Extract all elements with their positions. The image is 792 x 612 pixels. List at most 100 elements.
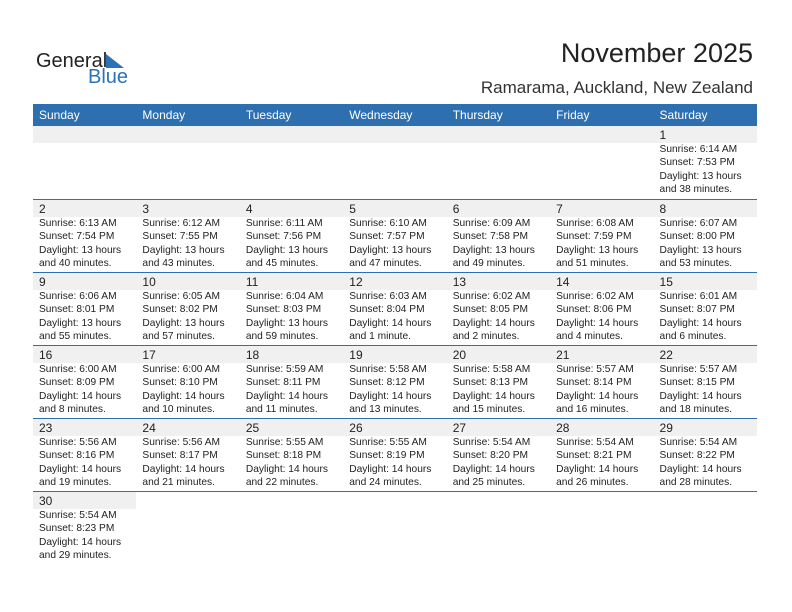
day-set: Sunset: 8:05 PM (452, 304, 529, 316)
day-rise: Sunrise: 5:57 AM (556, 364, 634, 375)
day-number: 24 (136, 419, 240, 436)
day-cell: 26 Sunrise: 5:55 AM Sunset: 8:19 PM Dayligh… (343, 419, 447, 491)
day-number: 8 (653, 200, 757, 217)
weekday-tuesday: Tuesday (245, 108, 292, 122)
day-number (239, 126, 344, 143)
day-dl1: Daylight: 14 hours (245, 390, 328, 402)
day-rise: Sunrise: 5:55 AM (349, 437, 427, 448)
day-dl2: and 15 minutes. (452, 404, 526, 416)
day-set: Sunset: 7:58 PM (452, 231, 529, 243)
day-dl1: Daylight: 14 hours (39, 463, 122, 475)
day-number: 3 (136, 200, 240, 217)
day-cell: 18 Sunrise: 5:59 AM Sunset: 8:11 PM Dayligh… (239, 346, 344, 418)
day-number (550, 492, 653, 509)
day-number: 11 (239, 273, 344, 290)
empty-cell (447, 492, 550, 564)
day-cell: 19 Sunrise: 5:58 AM Sunset: 8:12 PM Dayligh… (343, 346, 447, 418)
day-number: 5 (343, 200, 447, 217)
day-dl2: and 6 minutes. (659, 331, 727, 343)
day-number: 1 (653, 126, 757, 143)
day-number: 4 (239, 200, 344, 217)
day-set: Sunset: 8:19 PM (349, 450, 425, 462)
empty-cell (240, 492, 343, 564)
day-dl2: and 19 minutes. (39, 477, 112, 489)
day-dl1: Daylight: 14 hours (349, 463, 432, 475)
day-cell: 11 Sunrise: 6:04 AM Sunset: 8:03 PM Dayligh… (239, 273, 344, 345)
day-set: Sunset: 8:17 PM (142, 450, 218, 462)
day-set: Sunset: 8:02 PM (142, 304, 218, 316)
day-set: Sunset: 8:09 PM (39, 377, 115, 389)
calendar-grid: Sunday Monday Tuesday Wednesday Thursday Frid… (33, 104, 757, 564)
logo-text-general: General (36, 50, 108, 72)
day-number: 14 (550, 273, 654, 290)
day-dl2: and 16 minutes. (556, 404, 629, 416)
empty-cell (239, 126, 344, 199)
day-number: 19 (343, 346, 447, 363)
day-cell: 5 Sunrise: 6:10 AM Sunset: 7:57 PM Daylight… (343, 200, 447, 272)
day-dl1: Daylight: 14 hours (556, 390, 639, 402)
day-dl1: Daylight: 13 hours (556, 244, 639, 256)
day-rise: Sunrise: 5:59 AM (245, 364, 324, 375)
day-rise: Sunrise: 6:13 AM (39, 218, 117, 229)
week-row: 1 Sunrise: 6:14 AM Sunset: 7:53 PM Daylight… (33, 126, 757, 199)
day-dl1: Daylight: 14 hours (349, 317, 432, 329)
day-dl2: and 24 minutes. (349, 477, 422, 489)
day-cell: 23 Sunrise: 5:56 AM Sunset: 8:16 PM Dayligh… (33, 419, 137, 491)
weekday-saturday: Saturday (659, 108, 708, 122)
day-dl1: Daylight: 13 hours (39, 244, 122, 256)
day-dl1: Daylight: 14 hours (349, 390, 432, 402)
page-title: November 2025 (560, 38, 753, 68)
day-number: 15 (653, 273, 757, 290)
day-rise: Sunrise: 6:03 AM (349, 291, 427, 302)
day-number (343, 126, 447, 143)
day-dl1: Daylight: 14 hours (142, 390, 225, 402)
day-rise: Sunrise: 6:02 AM (556, 291, 634, 302)
day-rise: Sunrise: 6:08 AM (556, 218, 634, 229)
day-rise: Sunrise: 6:01 AM (659, 291, 738, 302)
empty-cell (343, 492, 446, 564)
day-number (240, 492, 343, 509)
day-dl1: Daylight: 13 hours (452, 244, 535, 256)
day-dl2: and 38 minutes. (659, 184, 733, 196)
day-cell: 21 Sunrise: 5:57 AM Sunset: 8:14 PM Dayligh… (550, 346, 654, 418)
day-dl2: and 2 minutes. (452, 331, 520, 343)
day-dl2: and 18 minutes. (659, 404, 733, 416)
day-number: 2 (33, 200, 137, 217)
day-dl1: Daylight: 14 hours (659, 390, 742, 402)
day-number: 29 (653, 419, 757, 436)
day-rise: Sunrise: 5:54 AM (452, 437, 531, 448)
day-dl1: Daylight: 14 hours (659, 317, 742, 329)
day-rise: Sunrise: 5:56 AM (39, 437, 117, 448)
day-dl1: Daylight: 14 hours (452, 463, 535, 475)
weekday-sunday: Sunday (39, 108, 80, 122)
day-number: 20 (446, 346, 551, 363)
day-dl1: Daylight: 14 hours (39, 536, 122, 548)
day-set: Sunset: 8:00 PM (659, 231, 735, 243)
day-rise: Sunrise: 6:11 AM (245, 218, 323, 229)
weekday-thursday: Thursday (452, 108, 503, 122)
day-rise: Sunrise: 6:06 AM (39, 291, 117, 302)
day-set: Sunset: 7:59 PM (556, 231, 632, 243)
day-dl2: and 25 minutes. (452, 477, 526, 489)
day-dl1: Daylight: 13 hours (245, 244, 328, 256)
day-dl2: and 28 minutes. (659, 477, 733, 489)
week-row: 23 Sunrise: 5:56 AM Sunset: 8:16 PM Dayligh… (33, 418, 757, 491)
day-number: 25 (239, 419, 344, 436)
day-number: 9 (33, 273, 137, 290)
day-rise: Sunrise: 5:57 AM (659, 364, 738, 375)
day-rise: Sunrise: 6:02 AM (452, 291, 531, 302)
day-cell: 3 Sunrise: 6:12 AM Sunset: 7:55 PM Daylight… (136, 200, 240, 272)
day-cell: 8 Sunrise: 6:07 AM Sunset: 8:00 PM Daylight… (653, 200, 757, 272)
day-cell: 9 Sunrise: 6:06 AM Sunset: 8:01 PM Daylight… (33, 273, 137, 345)
day-set: Sunset: 8:16 PM (39, 450, 115, 462)
day-dl1: Daylight: 13 hours (142, 244, 225, 256)
day-dl1: Daylight: 14 hours (556, 463, 639, 475)
day-dl1: Daylight: 14 hours (245, 463, 328, 475)
day-number: 30 (33, 492, 137, 509)
day-dl2: and 57 minutes. (142, 331, 215, 343)
day-rise: Sunrise: 6:00 AM (142, 364, 221, 375)
empty-cell (550, 126, 654, 199)
day-rise: Sunrise: 5:56 AM (142, 437, 221, 448)
day-rise: Sunrise: 5:58 AM (452, 364, 531, 375)
empty-cell (343, 126, 447, 199)
